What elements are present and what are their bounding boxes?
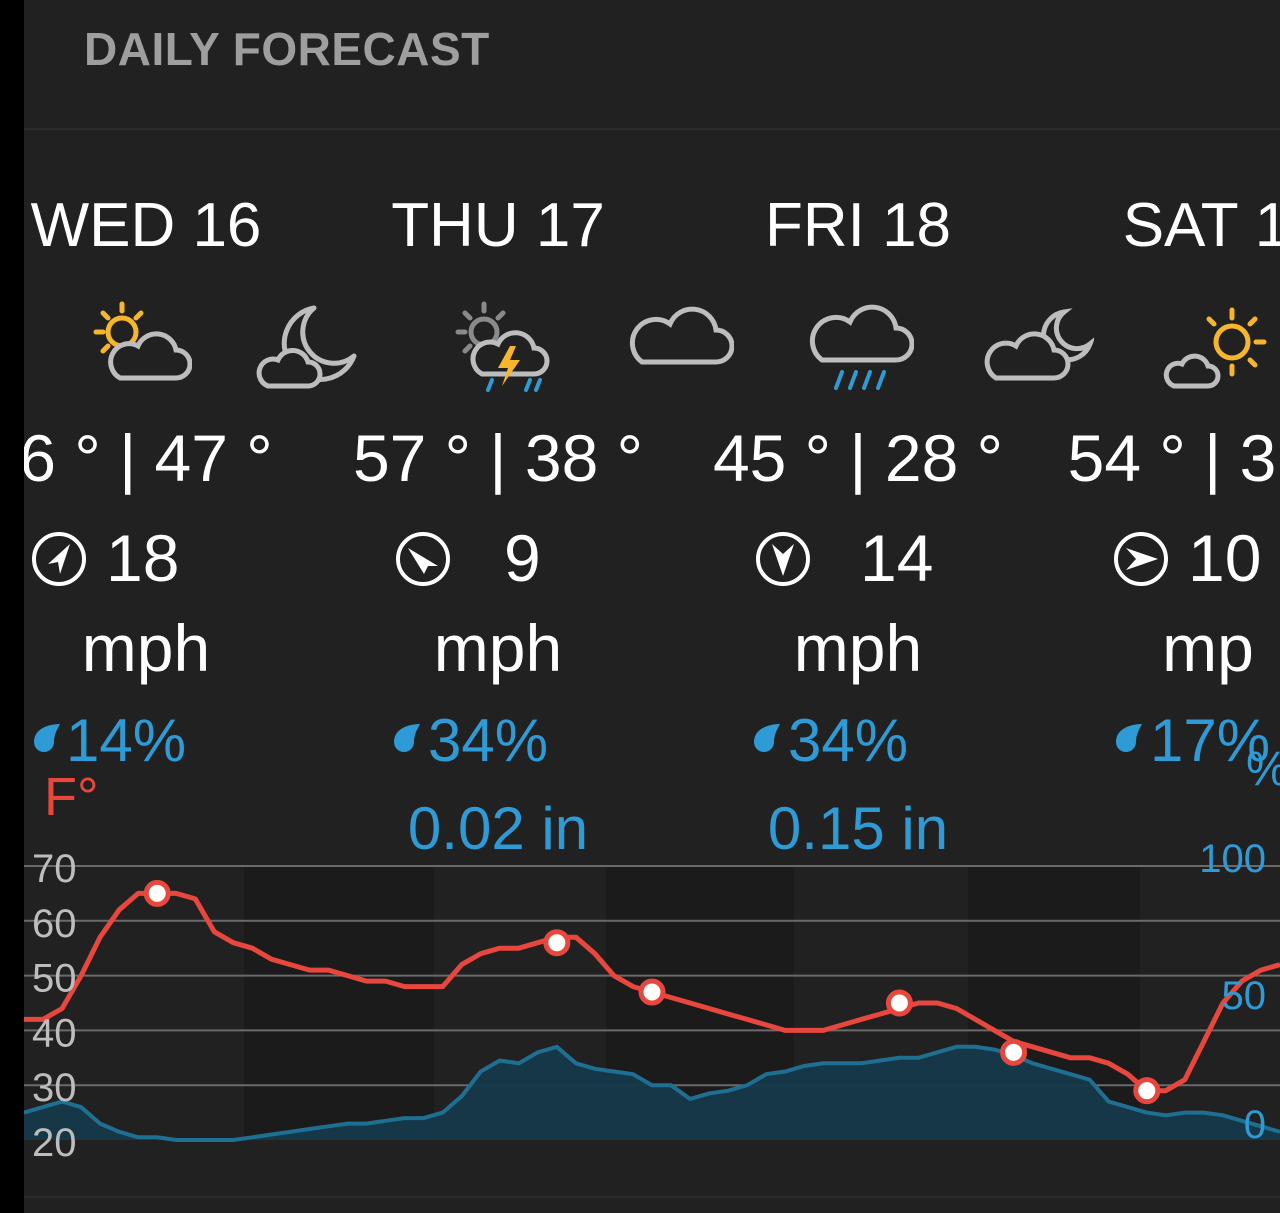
- wind-speed: 14: [860, 521, 934, 595]
- precip-chance: 17%: [1150, 707, 1271, 774]
- temperature-range: 54 ° | 3: [1067, 421, 1277, 495]
- y2-axis-tick-label: 0: [1244, 1103, 1266, 1147]
- day-column[interactable]: SAT 1 54 ° | 3 10 mp: [1036, 0, 1280, 870]
- wind-speed: 18: [106, 521, 180, 595]
- wind-direction-icon: [756, 532, 810, 586]
- day-label: WED 16: [30, 191, 262, 260]
- wind-unit: mph: [793, 611, 923, 685]
- precip-axis-unit: %: [1246, 742, 1280, 797]
- raindrop-icon: [754, 724, 780, 752]
- day-label: SAT 1: [1122, 191, 1280, 260]
- wind-unit: mph: [433, 611, 563, 685]
- temperature-range: 57 ° | 38 °: [352, 421, 644, 495]
- temperature-range: 6 ° | 47 °: [24, 421, 273, 495]
- y-axis-tick-label: 40: [32, 1011, 77, 1055]
- temperature-marker: [1133, 1077, 1161, 1105]
- precip-fill: [24, 1046, 1280, 1140]
- temperature-unit-label: F°: [44, 767, 99, 827]
- thunderstorm-icon: [444, 298, 554, 398]
- precip-chance: 34%: [788, 707, 909, 774]
- temperature-marker: [543, 929, 571, 957]
- y-axis-tick-label: 20: [32, 1121, 77, 1165]
- y-axis-tick-label: 50: [32, 957, 77, 1001]
- wind-unit: mp: [1162, 611, 1254, 685]
- temperature-marker: [143, 879, 171, 907]
- temperature-marker: [885, 989, 913, 1017]
- raindrop-icon: [34, 724, 60, 752]
- wind-direction-icon: [32, 532, 86, 586]
- precip-amount: 0.02 in: [407, 795, 589, 862]
- sun-cloud-icon: [82, 298, 193, 398]
- day-label: FRI 18: [764, 191, 952, 260]
- y2-axis-tick-label: 50: [1222, 974, 1267, 1018]
- raindrop-icon: [394, 724, 420, 752]
- wind-speed: 9: [504, 521, 541, 595]
- hourly-chart[interactable]: 70 60 50 40 30 20 100 50 0: [24, 0, 1280, 1213]
- cloud-icon: [624, 298, 735, 398]
- wind-direction-icon: [1114, 532, 1168, 586]
- y-axis-tick-label: 60: [32, 902, 77, 946]
- y-axis-tick-label: 30: [32, 1066, 77, 1110]
- day-column[interactable]: THU 17: [318, 0, 735, 870]
- daily-forecast-panel: DAILY FORECAST WED 16: [24, 0, 1280, 1213]
- day-label: THU 17: [391, 191, 605, 260]
- wind-direction-icon: [396, 532, 450, 586]
- day-column[interactable]: FRI 18 45 ° | 28 °: [678, 0, 1096, 870]
- day-column[interactable]: WED 16 6 ° | 47 °: [24, 0, 357, 870]
- precip-chance: 14%: [66, 707, 187, 774]
- divider: [24, 128, 1280, 130]
- precip-amount: 0.15 in: [767, 795, 949, 862]
- raindrop-icon: [1116, 724, 1142, 752]
- precip-chance: 34%: [428, 707, 549, 774]
- moon-cloud-icon: [254, 298, 364, 398]
- precip-area: [24, 1044, 1280, 1142]
- divider: [24, 1196, 1280, 1198]
- axis-ticks: 70 60 50 40 30 20 100 50 0: [32, 837, 1266, 1165]
- y2-axis-tick-label: 100: [1199, 837, 1266, 881]
- rain-cloud-icon: [804, 298, 915, 398]
- temperature-marker: [1000, 1038, 1028, 1066]
- moon-cloud-icon: [984, 298, 1096, 398]
- night-band: [244, 866, 434, 1140]
- temperature-markers: [143, 879, 1161, 1105]
- section-title: DAILY FORECAST: [84, 23, 490, 75]
- temperature-marker: [638, 978, 666, 1006]
- wind-unit: mph: [81, 611, 211, 685]
- wind-speed: 10: [1188, 521, 1262, 595]
- sun-cloud-icon: [1162, 298, 1272, 398]
- temperature-range: 45 ° | 28 °: [712, 421, 1004, 495]
- forecast-columns[interactable]: WED 16 6 ° | 47 °: [24, 0, 1280, 1213]
- y-axis-tick-label: 70: [32, 847, 77, 891]
- precip-line: [24, 1044, 1280, 1142]
